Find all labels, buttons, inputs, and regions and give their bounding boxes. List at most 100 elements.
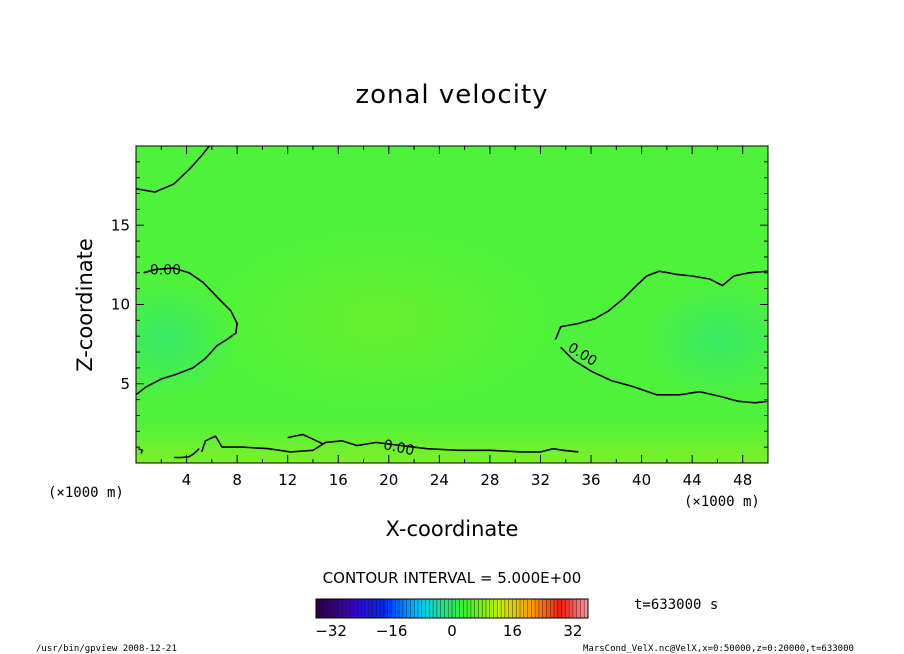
colorbar-frame: [315, 598, 589, 619]
colorbar-tick-0: −32: [315, 622, 347, 640]
colorbar-segment: [478, 599, 483, 618]
colorbar-segment: [323, 599, 328, 618]
colorbar-segment: [421, 599, 426, 618]
zero-contour-7: [138, 447, 144, 454]
colorbar-segment: [353, 599, 358, 618]
x-axis-label: X-coordinate: [386, 517, 519, 541]
colorbar-segment: [433, 599, 437, 618]
colorbar-segment: [489, 599, 494, 618]
colorbar-segment: [569, 599, 573, 618]
colorbar-segment: [365, 599, 369, 618]
x-tick-label-3: 16: [329, 471, 348, 489]
colorbar-segment: [557, 599, 562, 618]
zero-contour-2: [554, 270, 768, 340]
x-unit-right: (×1000 m): [684, 494, 760, 510]
colorbar-segment: [504, 599, 509, 618]
positive-region-center: [210, 230, 550, 410]
colorbar-segment: [467, 599, 471, 618]
colorbar-segment: [440, 599, 445, 618]
x-tick-label-0: 4: [182, 471, 192, 489]
colorbar-segment: [486, 599, 490, 618]
colorbar-tick-4: 32: [563, 622, 582, 640]
colorbar-segment: [572, 599, 577, 618]
colorbar-segment: [493, 599, 498, 618]
x-tick-label-10: 44: [683, 471, 702, 489]
x-tick-label-1: 8: [232, 471, 242, 489]
colorbar-segment: [387, 599, 392, 618]
contour-interval: CONTOUR INTERVAL = 5.000E+00: [323, 569, 582, 587]
colorbar-segment: [459, 599, 464, 618]
negative-region-right: [640, 280, 768, 400]
colorbar-segment: [448, 599, 452, 618]
x-tick-label-7: 32: [531, 471, 550, 489]
negative-region-left: [136, 280, 235, 400]
colorbar-segment: [327, 599, 332, 618]
x-axis: 4 8 12 16 20 24 28 32 36 40 44 48: [160, 146, 752, 489]
colorbar-segment: [346, 599, 350, 618]
colorbar-segment: [319, 599, 324, 618]
colorbar-segment: [368, 599, 373, 618]
colorbar-segment: [436, 599, 441, 618]
colorbar-segment: [414, 599, 418, 618]
colorbar-segment: [395, 599, 400, 618]
x-tick-label-6: 28: [480, 471, 499, 489]
x-tick-label-2: 12: [278, 471, 297, 489]
x-tick-label-9: 40: [632, 471, 651, 489]
colorbar-segment: [580, 599, 585, 618]
colorbar-segment: [350, 599, 354, 618]
colorbar-ticks: −32 −16 0 16 32: [315, 622, 582, 640]
colorbar-segment: [535, 599, 539, 618]
colorbar-segment: [342, 599, 347, 618]
colorbar-segment: [482, 599, 486, 618]
colorbar-segment: [376, 599, 381, 618]
positive-region-bottom: [136, 420, 768, 463]
colorbar-segment: [463, 599, 468, 618]
colorbar-segment: [418, 599, 422, 618]
y-tick-label-2: 15: [111, 216, 130, 234]
zero-contour-4: [200, 435, 579, 453]
footer-left: /usr/bin/gpview 2008-12-21: [36, 644, 177, 654]
x-tick-label-4: 20: [379, 471, 398, 489]
contour-label-0: 0.00: [150, 263, 181, 279]
colorbar-segment: [384, 599, 388, 618]
colorbar-segment: [531, 599, 536, 618]
colorbar-segment: [391, 599, 396, 618]
colorbar-segment: [542, 599, 547, 618]
colorbar-tick-2: 0: [447, 622, 457, 640]
x-tick-label-11: 48: [733, 471, 752, 489]
colorbar-segment: [380, 599, 384, 618]
colorbar-segment: [474, 599, 479, 618]
contour-label-2: 0.00: [382, 437, 416, 459]
colorbar-segment: [470, 599, 475, 618]
x-unit-left: (×1000 m): [48, 485, 124, 501]
colorbar-segment: [520, 599, 524, 618]
chart-title: zonal velocity: [355, 80, 548, 110]
colorbar-segment: [452, 599, 456, 618]
colorbar-segment: [527, 599, 532, 618]
y-tick-label-1: 10: [111, 296, 130, 314]
colorbar-segment: [538, 599, 543, 618]
colorbar-segment: [565, 599, 570, 618]
colorbar-segment: [316, 599, 320, 618]
colorbar-segment: [361, 599, 366, 618]
colorbar-segment: [550, 599, 554, 618]
zero-contour-5: [287, 433, 324, 445]
colorbar-segment: [546, 599, 551, 618]
colorbar-segment: [576, 599, 581, 618]
zero-contour-3: [560, 346, 768, 404]
plot-area: [136, 146, 768, 463]
zero-contour-6: [173, 448, 200, 459]
zero-contour-1: [136, 267, 238, 396]
y-axis-label: Z-coordinate: [73, 238, 97, 372]
colorbar-segment: [497, 599, 502, 618]
colorbar-segment: [406, 599, 411, 618]
colorbar-segment: [501, 599, 505, 618]
footer-right: MarsCond_VelX.nc@VelX,x=0:50000,z=0:2000…: [583, 644, 854, 654]
colorbar-segment: [512, 599, 517, 618]
colorbar-segment: [334, 599, 339, 618]
colorbar-segment: [584, 599, 588, 618]
colorbar-segment: [444, 599, 449, 618]
contour-layer: [136, 146, 768, 459]
colorbar-segment: [402, 599, 407, 618]
